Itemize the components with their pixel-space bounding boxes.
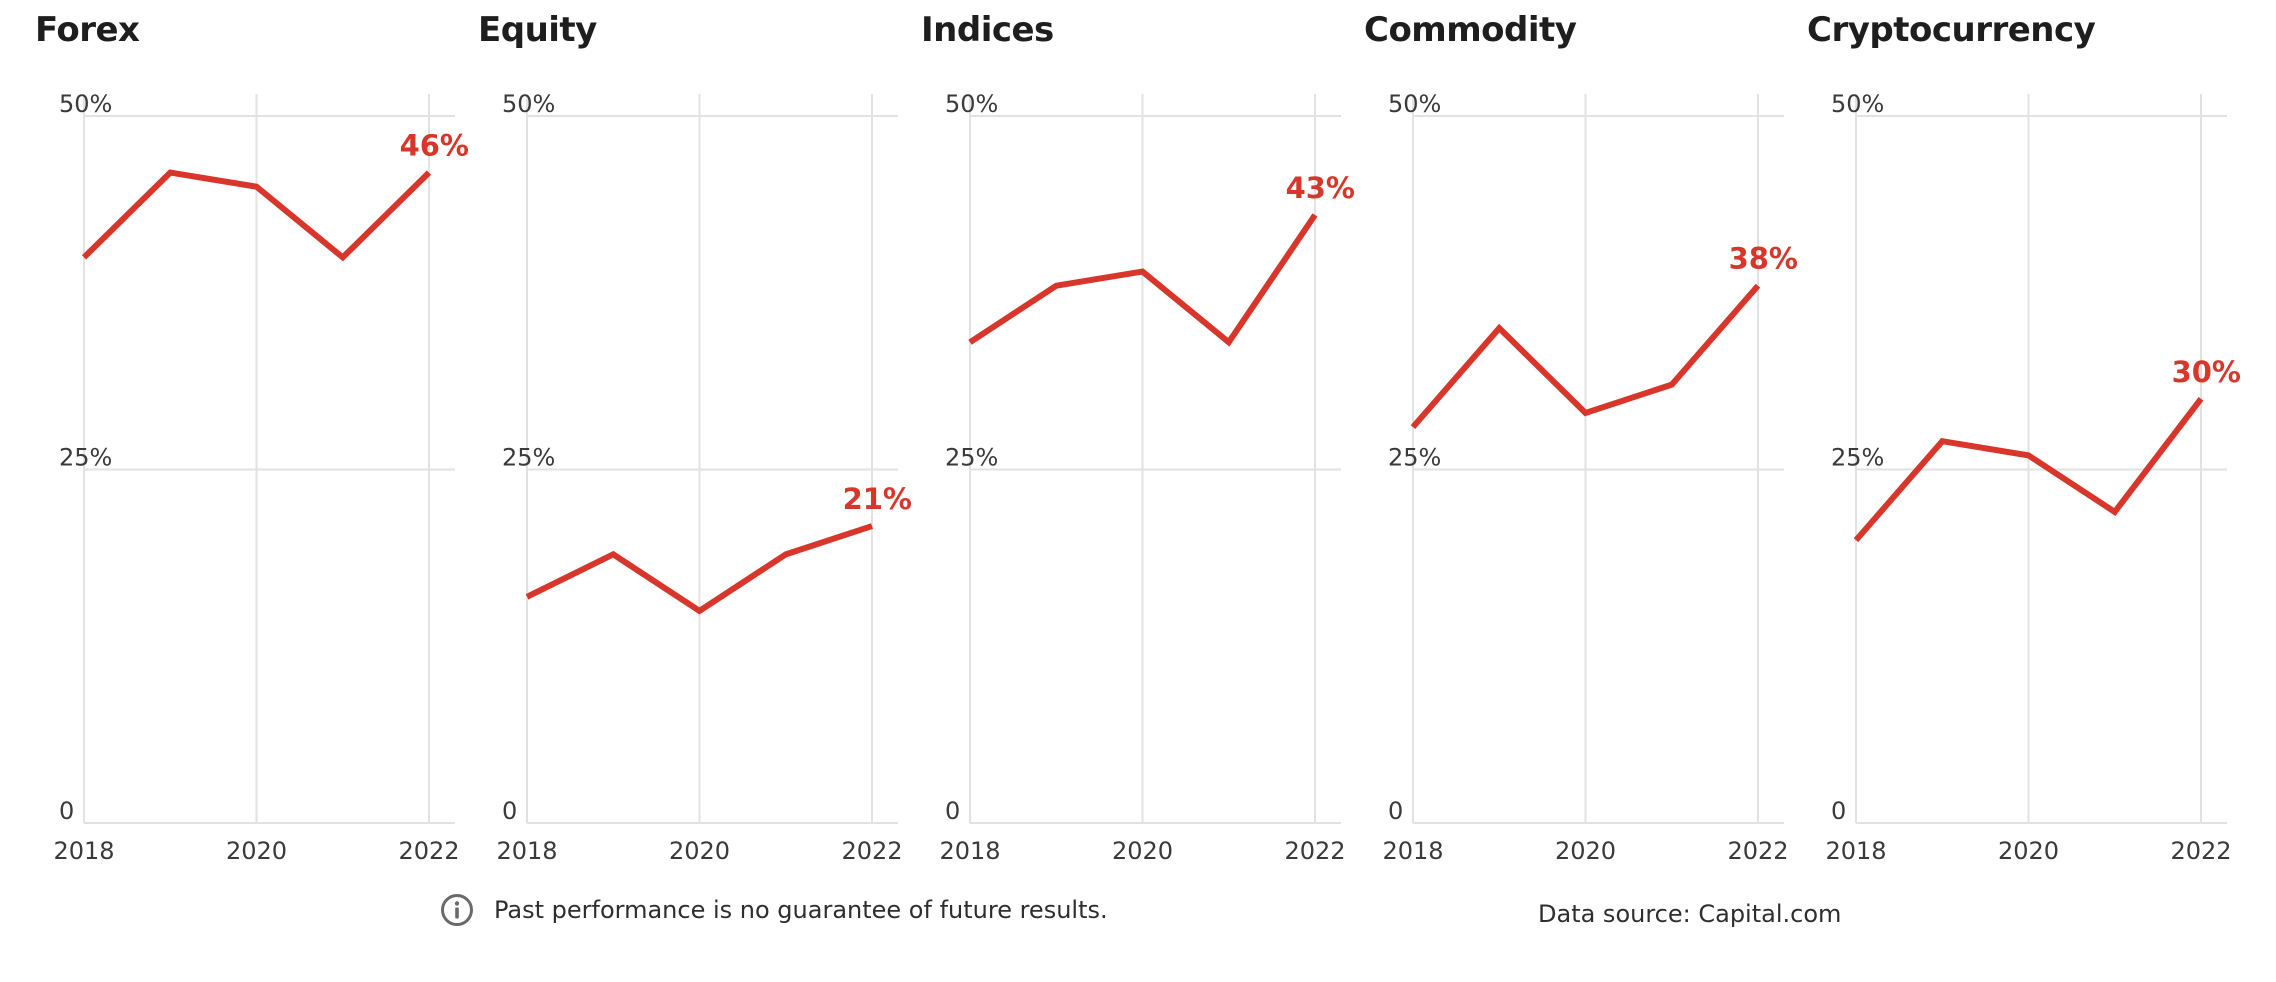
info-icon <box>441 894 473 926</box>
x-tick-label: 2020 <box>226 837 287 865</box>
line-chart-equity: 0 25% 50% 2018 2020 2022 21% <box>496 90 912 865</box>
x-tick-label: 2018 <box>496 837 557 865</box>
line-chart-indices: 0 25% 50% 2018 2020 2022 43% <box>939 90 1355 865</box>
y-tick-label: 50% <box>945 90 998 118</box>
x-tick-label: 2022 <box>1284 837 1345 865</box>
chart-title: Cryptocurrency <box>1807 10 2096 50</box>
x-tick-label: 2018 <box>1382 837 1443 865</box>
end-value-label: 43% <box>1286 171 1355 205</box>
y-tick-label: 0 <box>1388 797 1403 825</box>
y-tick-label: 25% <box>945 444 998 472</box>
y-tick-label: 0 <box>1831 797 1846 825</box>
series-line <box>968 213 1318 347</box>
y-tick-label: 0 <box>59 797 74 825</box>
x-tick-label: 2018 <box>939 837 1000 865</box>
series-line <box>525 523 873 615</box>
y-tick-label: 25% <box>1388 444 1441 472</box>
x-tick-label: 2020 <box>1112 837 1173 865</box>
x-tick-label: 2020 <box>1998 837 2059 865</box>
y-tick-label: 0 <box>945 797 960 825</box>
y-tick-label: 50% <box>59 90 112 118</box>
x-tick-label: 2020 <box>1555 837 1616 865</box>
y-tick-label: 50% <box>502 90 555 118</box>
y-tick-label: 25% <box>1831 444 1884 472</box>
series-line <box>81 169 432 262</box>
x-tick-label: 2022 <box>398 837 459 865</box>
x-tick-label: 2022 <box>1727 837 1788 865</box>
data-source-text: Data source: Capital.com <box>1538 900 1842 928</box>
end-value-label: 30% <box>2172 355 2241 389</box>
y-tick-label: 0 <box>502 797 517 825</box>
y-tick-label: 50% <box>1388 90 1441 118</box>
y-tick-label: 25% <box>59 444 112 472</box>
chart-title: Forex <box>35 10 140 50</box>
disclaimer-note: Past performance is no guarantee of futu… <box>440 888 1108 932</box>
chart-title: Indices <box>921 10 1054 50</box>
end-value-label: 38% <box>1729 242 1798 276</box>
x-tick-label: 2022 <box>841 837 902 865</box>
line-chart-cryptocurrency: 0 25% 50% 2018 2020 2022 30% <box>1825 90 2241 865</box>
x-tick-label: 2020 <box>669 837 730 865</box>
series-line <box>1853 396 2204 543</box>
disclaimer-text: Past performance is no guarantee of futu… <box>494 896 1108 924</box>
x-tick-label: 2018 <box>53 837 114 865</box>
x-tick-label: 2022 <box>2170 837 2231 865</box>
end-value-label: 21% <box>843 482 912 516</box>
y-tick-label: 50% <box>1831 90 1884 118</box>
y-tick-label: 25% <box>502 444 555 472</box>
line-chart-commodity: 0 25% 50% 2018 2020 2022 38% <box>1382 90 1798 865</box>
charts-area: Forex 0 25% 50% 2018 2020 2022 46% Equity 0 25% 50%… <box>35 10 2241 865</box>
chart-title: Equity <box>478 10 597 50</box>
line-chart-forex: 0 25% 50% 2018 2020 2022 46% <box>53 90 469 865</box>
end-value-label: 46% <box>400 129 469 163</box>
x-tick-label: 2018 <box>1825 837 1886 865</box>
series-line <box>1410 283 1761 430</box>
chart-title: Commodity <box>1364 10 1577 50</box>
